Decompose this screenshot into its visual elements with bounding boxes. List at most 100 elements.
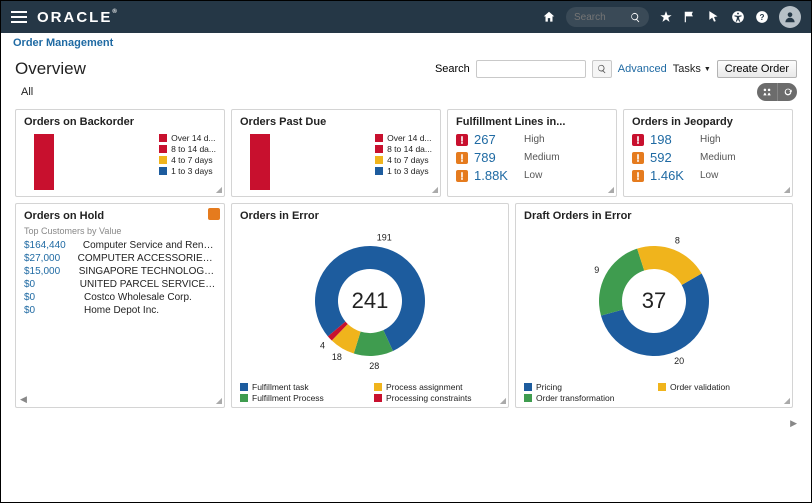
resize-handle[interactable]: ◢ xyxy=(608,185,614,194)
hold-customer: Home Depot Inc. xyxy=(84,305,159,316)
resize-handle[interactable]: ◢ xyxy=(216,396,222,405)
severity-badge xyxy=(456,134,468,146)
view-refresh-icon[interactable] xyxy=(777,83,797,101)
legend-item: Process assignment xyxy=(374,382,500,392)
hold-value: $0 xyxy=(24,292,76,303)
expand-icon[interactable] xyxy=(208,208,220,220)
search-label: Search xyxy=(435,63,470,75)
card-orders-backorder: Orders on Backorder Over 14 d...8 to 14 … xyxy=(15,109,225,197)
metric-label: Medium xyxy=(524,152,560,163)
hold-row[interactable]: $0 Home Depot Inc. xyxy=(24,305,216,316)
view-compare-icon[interactable] xyxy=(757,83,777,101)
legend-item: Order validation xyxy=(658,382,784,392)
hold-row[interactable]: $0 Costco Wholesale Corp. xyxy=(24,292,216,303)
legend-item: 4 to 7 days xyxy=(159,155,216,165)
pastdue-bar xyxy=(250,134,270,190)
scroll-left-icon[interactable]: ◀ xyxy=(20,394,27,405)
metric-row[interactable]: 1.46KLow xyxy=(632,168,784,183)
card-title: Fulfillment Lines in... xyxy=(456,116,608,128)
metric-row[interactable]: 789 Medium xyxy=(456,150,608,165)
global-header: ORACLE® ? xyxy=(1,1,811,33)
hold-row[interactable]: $27,000 COMPUTER ACCESSORIES CO... xyxy=(24,253,216,264)
resize-handle[interactable]: ◢ xyxy=(432,185,438,194)
metric-row[interactable]: 592 Medium xyxy=(632,150,784,165)
card-orders-jeopardy: Orders in Jeopardy 198 High 592 Medium 1.46K… xyxy=(623,109,793,197)
page-search-input[interactable] xyxy=(476,60,586,78)
metric-row[interactable]: 267 High xyxy=(456,132,608,147)
hold-customer: Costco Wholesale Corp. xyxy=(84,292,192,303)
help-icon[interactable]: ? xyxy=(755,10,769,24)
severity-badge xyxy=(632,134,644,146)
flag-icon[interactable] xyxy=(683,10,697,24)
advanced-link[interactable]: Advanced xyxy=(618,63,667,75)
user-avatar[interactable] xyxy=(779,6,801,28)
hold-customer: Computer Service and Rentals xyxy=(83,240,216,251)
hold-value: $0 xyxy=(24,305,76,316)
hold-value: $164,440 xyxy=(24,240,75,251)
legend-item: Over 14 d... xyxy=(375,133,432,143)
card-title: Orders on Backorder xyxy=(24,116,216,128)
metric-value: 198 xyxy=(650,132,694,147)
donut-total: 37 xyxy=(579,226,729,376)
hold-customer: UNITED PARCEL SERVICE, INC xyxy=(80,279,216,290)
legend-item: 8 to 14 da... xyxy=(159,144,216,154)
metric-label: Low xyxy=(700,170,718,181)
hold-value: $15,000 xyxy=(24,266,71,277)
metric-row[interactable]: 1.88KLow xyxy=(456,168,608,183)
resize-handle[interactable]: ◢ xyxy=(216,185,222,194)
scroll-right-icon[interactable]: ▶ xyxy=(790,418,797,429)
cursor-icon[interactable] xyxy=(707,10,721,24)
severity-badge xyxy=(456,152,468,164)
global-search-input[interactable] xyxy=(574,12,624,23)
hold-row[interactable]: $164,440 Computer Service and Rentals xyxy=(24,240,216,251)
resize-handle[interactable]: ◢ xyxy=(784,396,790,405)
hold-value: $27,000 xyxy=(24,253,70,264)
hold-customer: COMPUTER ACCESSORIES CO... xyxy=(78,253,216,264)
filter-all[interactable]: All xyxy=(21,86,33,98)
card-title: Draft Orders in Error xyxy=(524,210,784,222)
metric-value: 267 xyxy=(474,132,518,147)
metric-label: Medium xyxy=(700,152,736,163)
metric-label: High xyxy=(700,134,721,145)
legend-item: Processing constraints xyxy=(374,393,500,403)
metric-label: Low xyxy=(524,170,542,181)
resize-handle[interactable]: ◢ xyxy=(500,396,506,405)
card-draft-orders-in-error: Draft Orders in Error 2098 37 PricingOrd… xyxy=(515,203,793,408)
severity-badge xyxy=(632,170,644,182)
metric-row[interactable]: 198 High xyxy=(632,132,784,147)
tasks-menu[interactable]: Tasks ▼ xyxy=(673,63,711,75)
view-toggle xyxy=(757,83,797,101)
card-title: Orders in Error xyxy=(240,210,500,222)
metric-label: High xyxy=(524,134,545,145)
hold-row[interactable]: $0UNITED PARCEL SERVICE, INC xyxy=(24,279,216,290)
severity-badge xyxy=(632,152,644,164)
create-order-button[interactable]: Create Order xyxy=(717,60,797,78)
hold-customer: SINGAPORE TECHNOLOGIES ... xyxy=(79,266,216,277)
card-title: Orders in Jeopardy xyxy=(632,116,784,128)
favorites-icon[interactable] xyxy=(659,10,673,24)
card-orders-on-hold: Orders on Hold Top Customers by Value $1… xyxy=(15,203,225,408)
global-search[interactable] xyxy=(566,7,649,27)
accessibility-icon[interactable] xyxy=(731,10,745,24)
legend-item: Fulfillment task xyxy=(240,382,366,392)
legend-item: 1 to 3 days xyxy=(375,166,432,176)
card-fulfillment-lines: Fulfillment Lines in... 267 High 789 Medium… xyxy=(447,109,617,197)
legend-item: Order transformation xyxy=(524,393,650,403)
breadcrumb[interactable]: Order Management xyxy=(1,33,811,53)
metric-value: 592 xyxy=(650,150,694,165)
metric-value: 789 xyxy=(474,150,518,165)
legend-item: Fulfillment Process xyxy=(240,393,366,403)
legend-item: Pricing xyxy=(524,382,650,392)
card-orders-past-due: Orders Past Due Over 14 d...8 to 14 da..… xyxy=(231,109,441,197)
hold-row[interactable]: $15,000 SINGAPORE TECHNOLOGIES ... xyxy=(24,266,216,277)
resize-handle[interactable]: ◢ xyxy=(784,185,790,194)
severity-badge xyxy=(456,170,468,182)
home-icon[interactable] xyxy=(542,10,556,24)
menu-icon[interactable] xyxy=(11,11,27,23)
donut-total: 241 xyxy=(295,226,445,376)
search-icon xyxy=(630,12,641,23)
page-search-button[interactable] xyxy=(592,60,612,78)
legend-item: 4 to 7 days xyxy=(375,155,432,165)
legend-item: Over 14 d... xyxy=(159,133,216,143)
backorder-bar xyxy=(34,134,54,190)
